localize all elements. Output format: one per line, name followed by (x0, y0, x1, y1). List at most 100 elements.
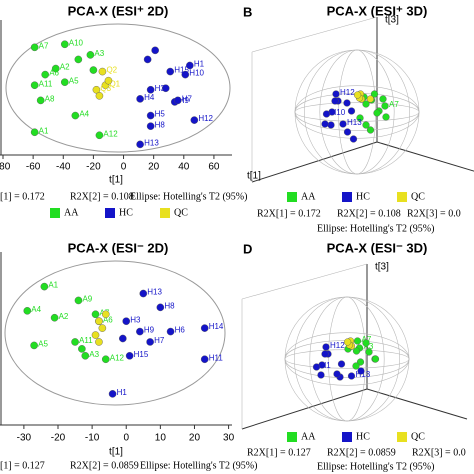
point-label: A12 (110, 353, 125, 362)
point (60, 78, 69, 86)
point (146, 338, 154, 346)
point (321, 350, 329, 358)
sphere-wire (284, 349, 410, 369)
point-label: A4 (79, 110, 89, 119)
point (91, 331, 100, 339)
footer-text: R2X[1] = 0.172 (257, 208, 321, 219)
point (337, 360, 346, 368)
point (347, 107, 356, 115)
footer-text: R2X[3] = 0.0 (407, 208, 461, 219)
point-label: H3 (130, 315, 141, 324)
sphere-wire (293, 296, 401, 422)
point (104, 76, 113, 85)
point (40, 282, 49, 291)
point (108, 390, 117, 398)
point (356, 358, 365, 366)
point-label: Q1 (109, 79, 120, 88)
chart-title: PCA-X (ESI⁻ 3D) (327, 240, 428, 255)
x-tick-label: 20 (148, 162, 160, 173)
x-tick-label: 0 (121, 162, 127, 173)
axis-3d (366, 388, 468, 420)
footer-text: Ellipse: Hotelling's T2 (95%) (140, 460, 257, 471)
x-tick-label: -30 (17, 433, 32, 444)
point-label: A10 (69, 38, 84, 47)
point-label: H6 (175, 326, 186, 335)
point (50, 313, 59, 322)
point (366, 126, 375, 134)
x-tick-label: -10 (85, 433, 100, 444)
point (332, 90, 340, 98)
point-label: H10 (189, 69, 204, 78)
point-label: H9 (179, 96, 190, 105)
point (343, 338, 352, 346)
point (339, 120, 347, 128)
axis-3d (251, 16, 378, 53)
point (186, 61, 194, 70)
point-label: A6 (49, 69, 59, 78)
point (362, 100, 370, 108)
point (78, 345, 86, 353)
point (379, 95, 387, 103)
point (74, 55, 83, 64)
z-axis-label: t[3] (385, 15, 399, 26)
axis-3d (251, 141, 378, 183)
x-tick-label: -40 (56, 162, 71, 173)
x-tick-label: -20 (86, 162, 101, 173)
point-label: A3 (89, 350, 99, 359)
x-axis-label: t[1] (109, 175, 123, 186)
point-label: H8 (164, 301, 175, 310)
point-label: A1 (39, 126, 49, 135)
footer-text: [1] = 0.127 (0, 460, 45, 471)
hotelling-ellipse (4, 260, 226, 406)
point (101, 310, 110, 319)
point-label: A7 (389, 100, 399, 109)
point (356, 114, 364, 122)
chart-title: PCA-X (ESI⁺ 3D) (327, 3, 428, 18)
point (327, 121, 335, 129)
x-tick-label: -80 (0, 162, 11, 173)
legend-label: QC (411, 191, 425, 202)
legend-swatch (342, 432, 352, 442)
panel: PCA-X (ESI⁺ 2D) -80 -60 -40 -20 0 20 40 60 t[1] A7… (0, 3, 247, 218)
point-label: A12 (103, 129, 118, 138)
point (349, 135, 358, 143)
point-label: A9 (82, 295, 92, 304)
legend-swatch (50, 208, 60, 218)
point (91, 310, 100, 319)
point-label: Q3 (100, 84, 111, 93)
point (353, 91, 362, 99)
axis-3d (241, 263, 368, 300)
point-label: A11 (79, 336, 93, 345)
point (362, 339, 370, 347)
point-label: H13 (147, 288, 162, 297)
axis-3d (376, 141, 474, 172)
point (74, 296, 83, 305)
point (81, 352, 90, 360)
point-label: H12 (330, 341, 345, 350)
legend-label: HC (356, 431, 370, 442)
point (146, 85, 155, 94)
point-label: H13 (347, 118, 362, 127)
point-label: A4 (31, 305, 41, 314)
point (86, 51, 95, 59)
point-label: Q2 (106, 66, 117, 75)
point (366, 95, 375, 103)
footer-text: Ellipse: Hotelling's T2 (95%) (317, 461, 434, 472)
x-axis-label: t[1] (109, 447, 123, 458)
point (173, 96, 182, 105)
point (343, 128, 352, 136)
point (89, 66, 98, 74)
point-label: A11 (39, 79, 53, 88)
chart-title: PCA-X (ESI⁻ 2D) (68, 240, 169, 255)
legend-swatch (287, 192, 297, 202)
point (101, 355, 110, 364)
point (36, 96, 45, 105)
sphere (294, 49, 420, 175)
legend-label: HC (119, 207, 133, 218)
x-tick-label: -20 (51, 433, 66, 444)
point (352, 347, 361, 355)
chart-title: PCA-X (ESI⁺ 2D) (68, 3, 169, 18)
axis-3d (241, 388, 368, 430)
panel-letter: D (243, 241, 252, 256)
